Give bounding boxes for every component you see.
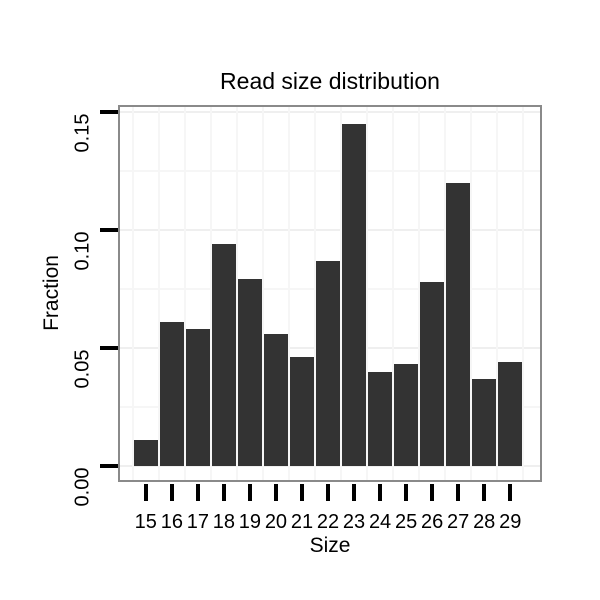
gridline-horizontal xyxy=(120,169,540,172)
gridline-vertical xyxy=(470,107,473,480)
y-tick-0.00 xyxy=(100,464,118,468)
x-tick-18 xyxy=(221,484,226,501)
x-tick-24 xyxy=(378,484,383,501)
x-tick-label-17: 17 xyxy=(186,511,209,533)
x-tick-label-20: 20 xyxy=(264,511,288,533)
x-tick-16 xyxy=(169,484,174,501)
gridline-vertical xyxy=(287,107,290,480)
gridline-horizontal xyxy=(120,465,540,467)
x-tick-28 xyxy=(482,484,487,501)
gridline-vertical xyxy=(313,107,316,480)
x-tick-20 xyxy=(273,484,278,501)
gridline-horizontal xyxy=(120,110,540,113)
x-tick-label-26: 26 xyxy=(421,511,444,533)
y-tick-0.15 xyxy=(100,109,118,114)
gridline-vertical xyxy=(496,107,499,480)
gridline-vertical xyxy=(392,107,395,480)
x-tick-label-27: 27 xyxy=(447,511,470,533)
gridline-vertical xyxy=(444,107,447,480)
x-tick-25 xyxy=(404,484,409,501)
bar-17 xyxy=(186,329,210,466)
y-tick-label-0.00: 0.00 xyxy=(71,467,94,507)
x-tick-29 xyxy=(508,484,513,501)
gridline-horizontal xyxy=(120,228,540,231)
gridline-vertical xyxy=(235,107,238,480)
x-tick-26 xyxy=(430,484,435,501)
x-tick-label-29: 29 xyxy=(499,511,522,533)
bar-16 xyxy=(160,321,184,466)
x-tick-27 xyxy=(456,484,461,501)
chart-title: Read size distribution xyxy=(220,68,440,94)
bar-19 xyxy=(238,279,262,466)
x-tick-15 xyxy=(143,484,148,501)
x-tick-22 xyxy=(326,484,330,501)
gridline-vertical xyxy=(183,107,186,480)
x-tick-19 xyxy=(247,484,252,501)
gridline-vertical xyxy=(209,107,212,480)
bar-27 xyxy=(446,182,470,466)
bar-23 xyxy=(342,123,366,466)
y-tick-label-0.15: 0.15 xyxy=(71,113,94,153)
x-tick-23 xyxy=(352,484,357,501)
bar-26 xyxy=(420,281,444,466)
x-tick-label-15: 15 xyxy=(134,511,157,533)
gridline-vertical xyxy=(418,107,421,480)
bar-22 xyxy=(316,260,340,466)
x-tick-label-21: 21 xyxy=(290,511,314,533)
x-tick-label-22: 22 xyxy=(316,511,340,533)
y-tick-0.10 xyxy=(100,227,118,232)
bar-15 xyxy=(134,440,158,466)
x-tick-label-28: 28 xyxy=(473,511,496,533)
gridline-vertical xyxy=(366,107,369,480)
y-tick-label-0.10: 0.10 xyxy=(71,231,94,271)
gridline-vertical xyxy=(131,107,134,480)
y-tick-0.05 xyxy=(100,345,118,350)
x-tick-label-19: 19 xyxy=(238,511,262,533)
x-tick-label-24: 24 xyxy=(368,511,392,533)
bar-18 xyxy=(212,243,236,466)
gridline-vertical xyxy=(261,107,264,480)
x-tick-label-23: 23 xyxy=(342,511,366,533)
gridline-vertical xyxy=(340,107,343,480)
x-tick-21 xyxy=(299,484,304,501)
x-tick-label-18: 18 xyxy=(212,511,235,533)
bar-21 xyxy=(290,357,314,466)
x-tick-17 xyxy=(195,484,200,501)
bar-29 xyxy=(498,362,522,466)
y-tick-label-0.05: 0.05 xyxy=(71,349,94,389)
x-tick-label-16: 16 xyxy=(160,511,183,533)
bar-28 xyxy=(472,378,496,466)
x-axis-title: Size xyxy=(309,534,351,557)
bar-25 xyxy=(394,364,418,466)
y-axis-title: Fraction xyxy=(40,255,63,331)
gridline-vertical xyxy=(157,107,160,480)
bar-20 xyxy=(264,333,288,466)
gridline-vertical xyxy=(522,107,525,480)
x-tick-label-25: 25 xyxy=(394,511,418,533)
bar-24 xyxy=(368,371,392,466)
plot-panel xyxy=(118,105,542,482)
